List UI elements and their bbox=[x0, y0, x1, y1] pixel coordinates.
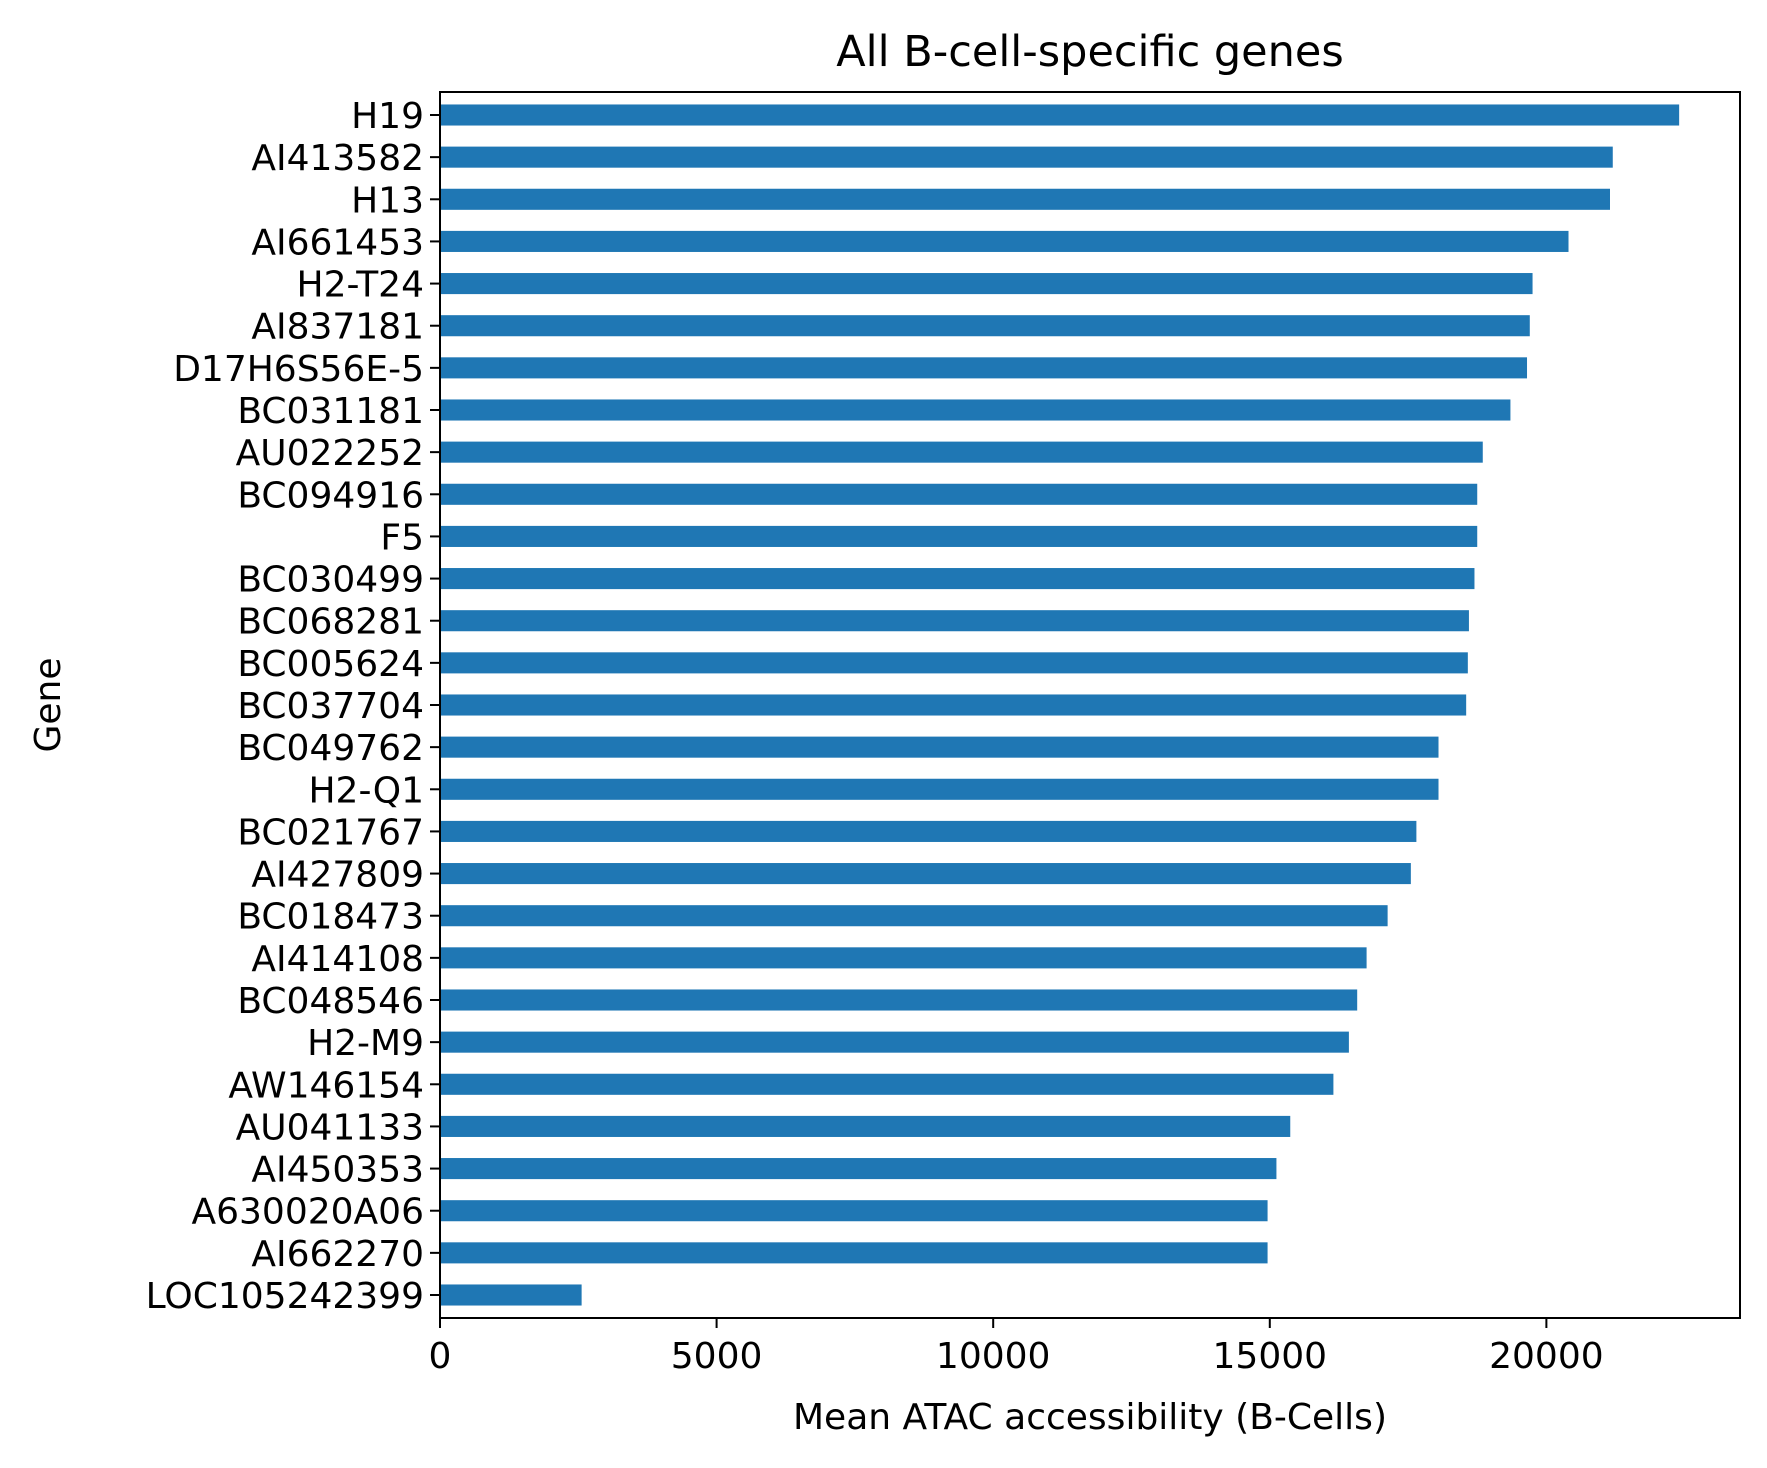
bar-AI837181 bbox=[440, 315, 1530, 337]
y-axis-ticks: H19AI413582H13AI661453H2-T24AI837181D17H… bbox=[146, 96, 440, 1317]
bar-BC021767 bbox=[440, 820, 1417, 842]
x-tick-label: 15000 bbox=[1213, 1336, 1328, 1377]
y-tick-label: BC018473 bbox=[237, 897, 424, 938]
y-tick-label: H2-M9 bbox=[307, 1023, 424, 1064]
y-tick-label: D17H6S56E-5 bbox=[173, 349, 424, 390]
x-tick-label: 20000 bbox=[1489, 1336, 1604, 1377]
y-tick-label: BC031181 bbox=[237, 391, 424, 432]
bar-BC049762 bbox=[440, 736, 1439, 758]
y-tick-label: AI414108 bbox=[251, 939, 424, 980]
bar-AI414108 bbox=[440, 947, 1367, 969]
y-tick-label: BC037704 bbox=[237, 686, 424, 727]
bar-BC030499 bbox=[440, 568, 1475, 590]
y-tick-label: BC030499 bbox=[237, 560, 424, 601]
bar-AI427809 bbox=[440, 863, 1411, 885]
x-axis-label: Mean ATAC accessibility (B-Cells) bbox=[793, 1397, 1387, 1438]
y-tick-label: AI661453 bbox=[251, 222, 424, 263]
bar-AI413582 bbox=[440, 146, 1613, 168]
y-tick-label: AI413582 bbox=[251, 138, 424, 179]
y-tick-label: BC049762 bbox=[237, 728, 424, 769]
bar-LOC105242399 bbox=[440, 1284, 582, 1306]
chart-title: All B-cell-specific genes bbox=[836, 27, 1344, 77]
y-tick-label: H2-Q1 bbox=[308, 770, 424, 811]
bar-H19 bbox=[440, 104, 1680, 126]
y-tick-label: BC068281 bbox=[237, 602, 424, 643]
y-tick-label: BC021767 bbox=[237, 812, 424, 853]
y-tick-label: H13 bbox=[351, 180, 424, 221]
bar-AU022252 bbox=[440, 441, 1483, 463]
bar-AI450353 bbox=[440, 1158, 1277, 1180]
y-tick-label: AU041133 bbox=[236, 1107, 424, 1148]
bar-AI661453 bbox=[440, 230, 1569, 252]
bar-BC018473 bbox=[440, 905, 1388, 927]
bar-BC048546 bbox=[440, 989, 1358, 1011]
bar-BC031181 bbox=[440, 399, 1511, 421]
bar-AW146154 bbox=[440, 1073, 1334, 1095]
y-tick-label: BC094916 bbox=[237, 475, 424, 516]
plot-frame bbox=[439, 91, 1741, 1319]
bar-H2-M9 bbox=[440, 1031, 1349, 1053]
bar-H13 bbox=[440, 188, 1610, 210]
bar-BC005624 bbox=[440, 652, 1468, 674]
y-tick-label: BC048546 bbox=[237, 981, 424, 1022]
bar-H2-Q1 bbox=[440, 778, 1439, 800]
y-tick-label: AI662270 bbox=[251, 1234, 424, 1275]
y-tick-label: LOC105242399 bbox=[146, 1276, 424, 1317]
y-tick-label: AI427809 bbox=[251, 855, 424, 896]
bar-BC068281 bbox=[440, 610, 1469, 632]
bar-BC094916 bbox=[440, 483, 1478, 505]
bar-F5 bbox=[440, 525, 1478, 547]
y-tick-label: H19 bbox=[351, 96, 424, 137]
bars-layer bbox=[440, 104, 1680, 1306]
x-tick-label: 0 bbox=[429, 1336, 452, 1377]
y-tick-label: F5 bbox=[380, 517, 424, 558]
x-tick-label: 5000 bbox=[671, 1336, 763, 1377]
y-tick-label: A630020A06 bbox=[192, 1192, 425, 1233]
y-tick-label: H2-T24 bbox=[297, 265, 424, 306]
bar-AU041133 bbox=[440, 1115, 1291, 1137]
y-tick-label: AW146154 bbox=[228, 1065, 424, 1106]
x-tick-label: 10000 bbox=[936, 1336, 1051, 1377]
y-tick-label: AU022252 bbox=[236, 433, 424, 474]
y-axis-label: Gene bbox=[28, 657, 69, 752]
bar-A630020A06 bbox=[440, 1200, 1268, 1222]
bar-AI662270 bbox=[440, 1242, 1268, 1264]
y-tick-label: AI450353 bbox=[251, 1150, 424, 1191]
y-tick-label: BC005624 bbox=[237, 644, 424, 685]
y-tick-label: AI837181 bbox=[251, 307, 424, 348]
bar-H2-T24 bbox=[440, 273, 1533, 295]
bar-D17H6S56E-5 bbox=[440, 357, 1528, 379]
x-axis-ticks: 0 5000 10000 15000 20000 bbox=[429, 1318, 1604, 1377]
bar-BC037704 bbox=[440, 694, 1467, 716]
